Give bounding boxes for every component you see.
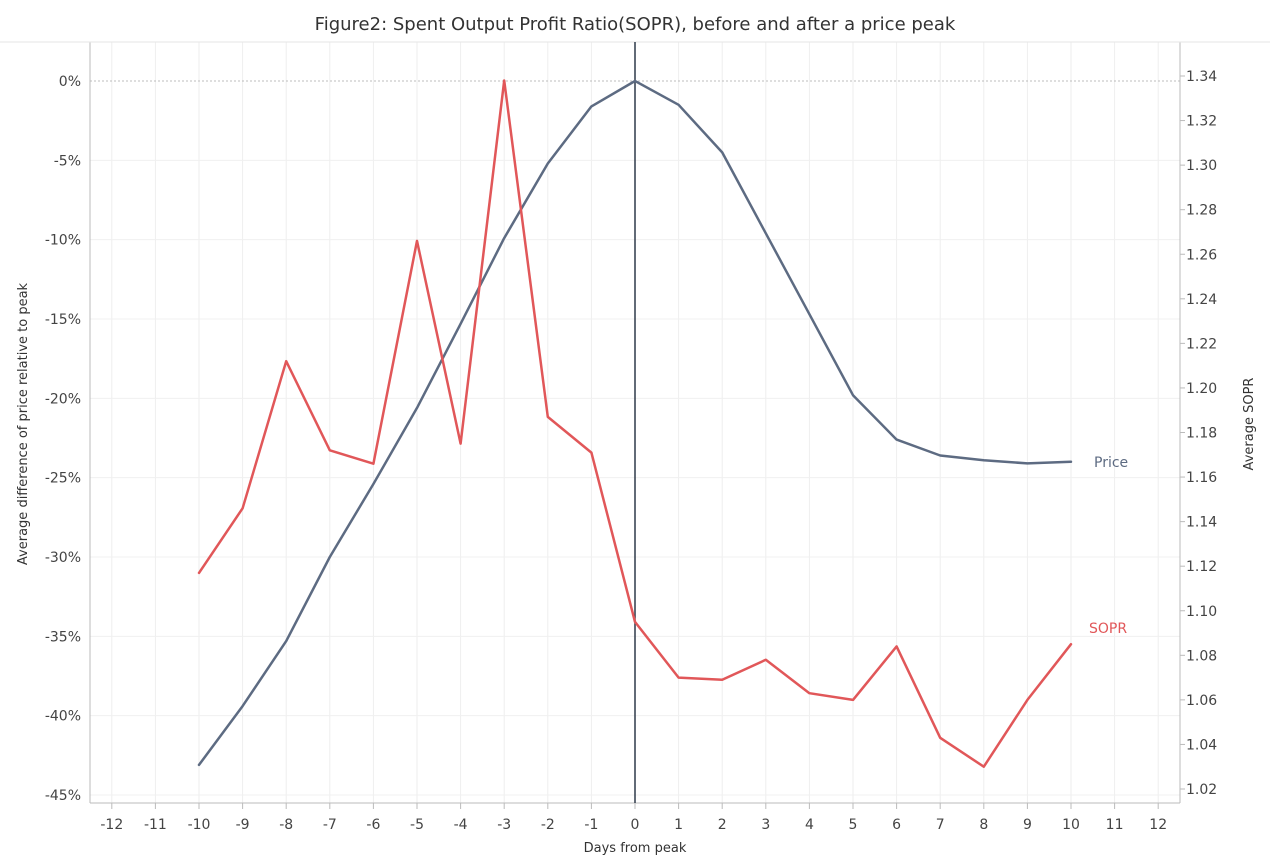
y-left-tick-label: -5% (54, 153, 81, 169)
y-left-tick-label: -25% (45, 471, 81, 487)
x-tick-label: -2 (541, 817, 555, 833)
y-left-tick-label: 0% (59, 74, 81, 90)
x-tick-label: 6 (892, 817, 901, 833)
y-right-tick-label: 1.24 (1186, 292, 1217, 308)
x-tick-label: 1 (674, 817, 683, 833)
series-label-price: Price (1094, 455, 1128, 471)
y-right-tick-label: 1.02 (1186, 782, 1217, 798)
y-right-tick-label: 1.16 (1186, 470, 1217, 486)
y-right-tick-label: 1.34 (1186, 69, 1217, 85)
y-left-tick-label: -20% (45, 391, 81, 407)
x-tick-label: 12 (1149, 817, 1167, 833)
axes (0, 41, 1270, 809)
x-tick-label: -9 (236, 817, 250, 833)
x-tick-label: 11 (1106, 817, 1124, 833)
x-tick-label: 10 (1062, 817, 1080, 833)
y-right-tick-label: 1.26 (1186, 247, 1217, 263)
y-right-tick-label: 1.14 (1186, 515, 1217, 531)
series-labels: Price SOPR (1089, 455, 1128, 637)
x-tick-label: 3 (761, 817, 770, 833)
series-label-sopr: SOPR (1089, 621, 1127, 637)
y-right-tick-label: 1.18 (1186, 426, 1217, 442)
y-right-tick-label: 1.20 (1186, 381, 1217, 397)
x-tick-label: 9 (1023, 817, 1032, 833)
x-tick-label: 8 (979, 817, 988, 833)
y-right-tick-label: 1.22 (1186, 336, 1217, 352)
y-right-tick-label: 1.06 (1186, 693, 1217, 709)
y-left-tick-label: -35% (45, 629, 81, 645)
x-tick-label: -1 (584, 817, 598, 833)
y-right-tick-label: 1.12 (1186, 559, 1217, 575)
y-left-axis-title: Average difference of price relative to … (16, 282, 31, 565)
tick-labels: -12 -11 -10 -9 -8 -7 -6 -5 -4 -3 -2 -1 0 1 2 3 4 5 6 7 8 9 10 1… (45, 69, 1217, 833)
y-left-tick-label: -30% (45, 550, 81, 566)
x-tick-label: -11 (144, 817, 167, 833)
x-axis-title: Days from peak (584, 841, 687, 856)
x-tick-label: 4 (805, 817, 814, 833)
y-left-tick-label: -15% (45, 312, 81, 328)
x-tick-label: -3 (497, 817, 511, 833)
y-left-tick-label: -40% (45, 709, 81, 725)
y-right-tick-label: 1.04 (1186, 737, 1217, 753)
x-tick-label: 2 (718, 817, 727, 833)
chart-title: Figure2: Spent Output Profit Ratio(SOPR)… (315, 14, 956, 35)
x-tick-label: 0 (631, 817, 640, 833)
x-tick-label: -8 (279, 817, 293, 833)
x-tick-label: -10 (188, 817, 211, 833)
y-right-tick-label: 1.08 (1186, 648, 1217, 664)
y-right-axis-title: Average SOPR (1242, 378, 1257, 471)
y-left-tick-label: -45% (45, 788, 81, 804)
x-tick-label: -12 (100, 817, 123, 833)
series-line-sopr (197, 79, 1073, 768)
series-lines (197, 79, 1073, 768)
y-left-tick-label: -10% (45, 233, 81, 249)
x-tick-label: -4 (454, 817, 468, 833)
x-tick-label: -5 (410, 817, 424, 833)
x-tick-label: 7 (936, 817, 945, 833)
series-line-price (197, 79, 1073, 767)
x-tick-label: -7 (323, 817, 337, 833)
y-right-tick-label: 1.32 (1186, 114, 1217, 130)
y-right-tick-label: 1.10 (1186, 604, 1217, 620)
y-right-tick-label: 1.28 (1186, 203, 1217, 219)
y-right-tick-label: 1.30 (1186, 158, 1217, 174)
x-tick-label: 5 (849, 817, 858, 833)
x-tick-label: -6 (366, 817, 380, 833)
